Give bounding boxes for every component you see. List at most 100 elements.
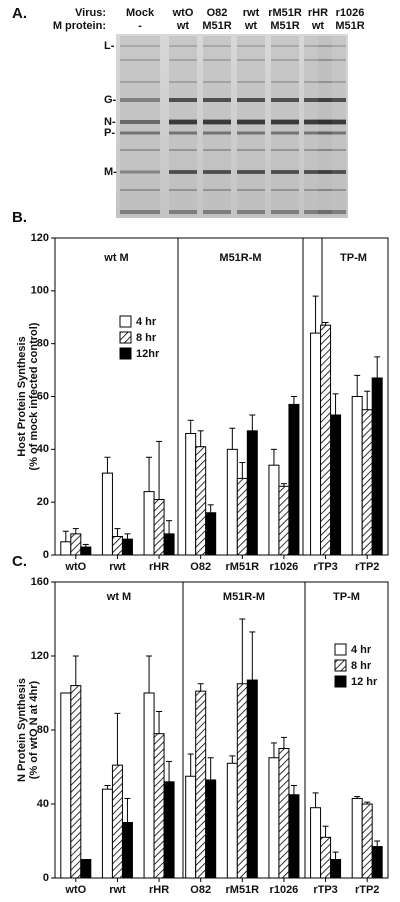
bar — [80, 859, 92, 879]
bar — [143, 692, 155, 879]
bar — [101, 472, 113, 556]
gel-band — [120, 149, 160, 151]
gel-band — [203, 170, 231, 174]
gel-band — [237, 189, 265, 191]
bar — [163, 781, 175, 879]
gel-band — [169, 119, 197, 125]
gel-band — [203, 59, 231, 61]
legend-label: 12hr — [136, 348, 160, 360]
gel-band — [203, 45, 231, 47]
bar — [70, 533, 82, 556]
legend-swatch — [334, 675, 347, 688]
bar — [351, 396, 363, 556]
x-tick-label: r1026 — [270, 884, 299, 896]
marker-label: M- — [104, 166, 117, 178]
panel-label: B. — [12, 209, 27, 226]
marker-label: P- — [104, 127, 115, 139]
gel-band — [318, 59, 346, 61]
gel-band — [203, 149, 231, 151]
bar — [153, 499, 165, 556]
y-tick-label: 120 — [31, 232, 49, 244]
m-protein: M51R — [335, 20, 364, 32]
m-protein: wt — [311, 20, 325, 32]
bar — [236, 683, 248, 879]
virus-name: rHR — [308, 7, 328, 19]
m-protein: wt — [176, 20, 190, 32]
marker-label: L- — [104, 40, 115, 52]
bar — [320, 324, 332, 556]
gel-band — [120, 120, 160, 124]
gel-lane — [318, 36, 346, 216]
gel-lane — [271, 36, 299, 216]
gel-band — [169, 189, 197, 191]
gel-lane — [237, 36, 265, 216]
legend-label: 8 hr — [136, 332, 157, 344]
bar — [246, 679, 258, 879]
y-axis-label: Host Protein Synthesis — [16, 336, 28, 456]
bar — [60, 541, 72, 556]
gel-band — [203, 81, 231, 83]
bar — [60, 692, 72, 879]
gel-band — [271, 210, 299, 214]
bar — [121, 538, 133, 556]
m-protein: M51R — [270, 20, 299, 32]
gel-band — [318, 119, 346, 125]
x-tick-label: rwt — [109, 561, 126, 573]
gel-band — [203, 131, 231, 135]
gel-image — [116, 34, 348, 218]
y-tick-label: 100 — [31, 285, 49, 297]
bar — [310, 807, 322, 879]
gel-band — [237, 98, 265, 102]
y-tick-label: 120 — [31, 650, 49, 662]
x-tick-label: rHR — [149, 561, 169, 573]
marker-label: N- — [104, 116, 116, 128]
x-tick-label: rTP3 — [313, 884, 337, 896]
gel-band — [318, 98, 346, 102]
gel-band — [271, 59, 299, 61]
legend-swatch — [119, 347, 132, 360]
bar — [330, 859, 342, 879]
bar — [163, 533, 175, 556]
gel-band — [203, 119, 231, 125]
legend-swatch — [334, 659, 347, 672]
gel-band — [271, 131, 299, 135]
virus-name: rwt — [243, 7, 260, 19]
y-tick-label: 0 — [43, 549, 49, 561]
legend-label: 4 hr — [351, 644, 372, 656]
bar — [278, 748, 290, 879]
virus-name: O82 — [207, 7, 228, 19]
gel-band — [120, 59, 160, 61]
marker-label: G- — [104, 94, 117, 106]
gel-band — [318, 189, 346, 191]
gel-band — [120, 131, 160, 135]
bar — [226, 762, 238, 879]
gel-band — [203, 210, 231, 214]
x-tick-label: wtO — [64, 884, 86, 896]
legend-swatch — [334, 643, 347, 656]
gel-lane — [169, 36, 197, 216]
gel-band — [271, 170, 299, 174]
y-axis-label: N Protein Synthesis — [16, 678, 28, 782]
gel-band — [318, 81, 346, 83]
panel-label: C. — [12, 553, 27, 570]
gel-lane — [203, 36, 231, 216]
bar — [310, 332, 322, 556]
protein-label: M protein: — [53, 20, 106, 32]
bar — [80, 546, 92, 556]
y-tick-label: 40 — [37, 798, 49, 810]
bar — [371, 846, 383, 879]
gel-band — [169, 98, 197, 102]
bar — [278, 485, 290, 556]
gel-band — [237, 170, 265, 174]
virus-label: Virus: — [75, 7, 106, 19]
virus-name: rM51R — [268, 7, 302, 19]
gel-band — [237, 119, 265, 125]
gel-band — [120, 189, 160, 191]
gel-band — [271, 119, 299, 125]
bar — [185, 432, 197, 556]
bar — [111, 764, 123, 879]
x-tick-label: rTP3 — [313, 561, 337, 573]
legend-label: 4 hr — [136, 316, 157, 328]
bar — [330, 414, 342, 556]
gel-band — [271, 189, 299, 191]
